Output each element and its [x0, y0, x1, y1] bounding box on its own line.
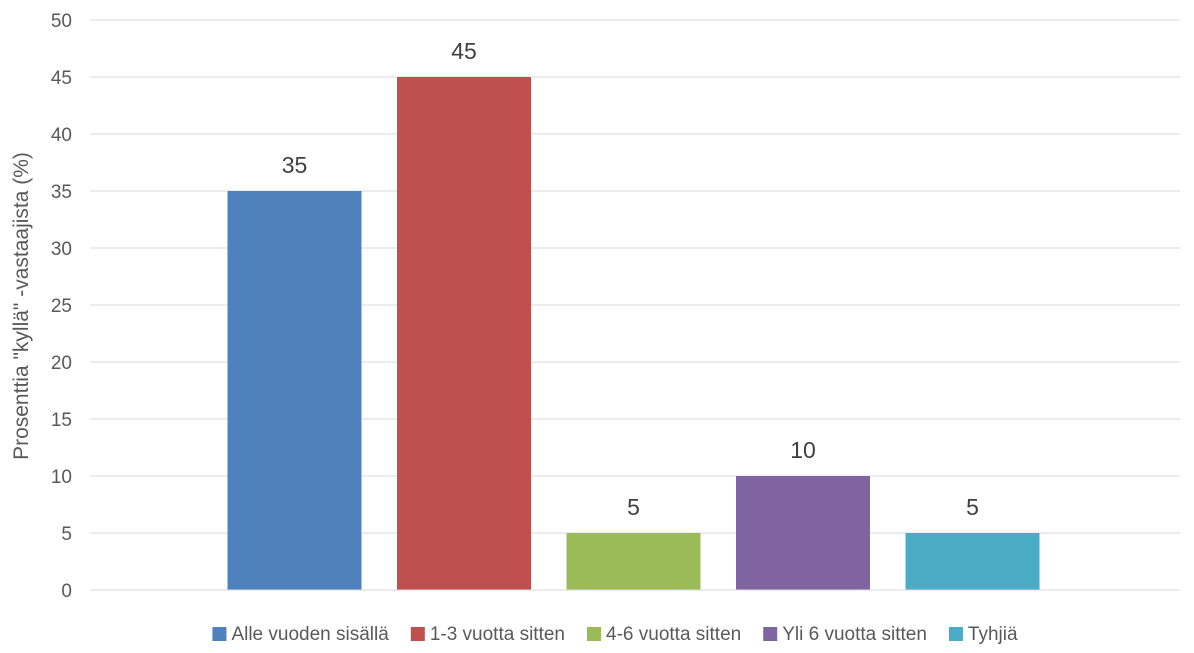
legend-item: 4-6 vuotta sitten: [587, 624, 741, 645]
legend-label: Yli 6 vuotta sitten: [782, 624, 927, 645]
legend-swatch: [212, 627, 227, 641]
legend-swatch: [410, 627, 425, 641]
legend-label: 4-6 vuotta sitten: [606, 624, 741, 645]
y-tick-label: 0: [61, 581, 72, 602]
legend-label: Alle vuoden sisällä: [231, 624, 389, 645]
y-tick-label: 45: [51, 68, 72, 89]
data-label: 10: [790, 437, 816, 463]
y-tick-label: 10: [51, 467, 72, 488]
legend-label: 1-3 vuotta sitten: [430, 624, 565, 645]
bar: [905, 533, 1040, 590]
y-tick-label: 20: [51, 353, 72, 374]
bar: [736, 476, 870, 590]
y-axis-ticks: 0 5 10 15 20 25 30 35 40 45 50: [51, 11, 72, 602]
legend-label: Tyhjiä: [968, 624, 1018, 645]
legend-item: Alle vuoden sisällä: [212, 624, 389, 645]
y-tick-label: 50: [51, 11, 72, 32]
y-tick-label: 30: [51, 239, 72, 260]
legend-swatch: [763, 627, 778, 641]
legend: Alle vuoden sisällä 1-3 vuotta sitten 4-6 …: [212, 624, 1018, 645]
y-tick-label: 25: [51, 296, 72, 317]
bar: [397, 77, 531, 590]
bar: [566, 533, 701, 590]
data-labels: 35 45 5 10 5: [282, 38, 979, 520]
y-tick-label: 40: [51, 125, 72, 146]
y-axis-title: Prosenttia "kyllä" -vastaajista (%): [10, 152, 33, 460]
data-label: 5: [966, 494, 979, 520]
legend-item: 1-3 vuotta sitten: [410, 624, 565, 645]
legend-item: Tyhjiä: [948, 624, 1018, 645]
legend-swatch: [587, 627, 602, 641]
data-label: 35: [282, 152, 308, 178]
legend-swatch: [948, 627, 963, 641]
bars: [227, 77, 1040, 590]
data-label: 45: [451, 38, 477, 64]
y-tick-label: 5: [61, 524, 72, 545]
legend-item: Yli 6 vuotta sitten: [763, 624, 927, 645]
bar: [227, 191, 362, 590]
y-tick-label: 35: [51, 182, 72, 203]
y-tick-label: 15: [51, 410, 72, 431]
data-label: 5: [627, 494, 640, 520]
